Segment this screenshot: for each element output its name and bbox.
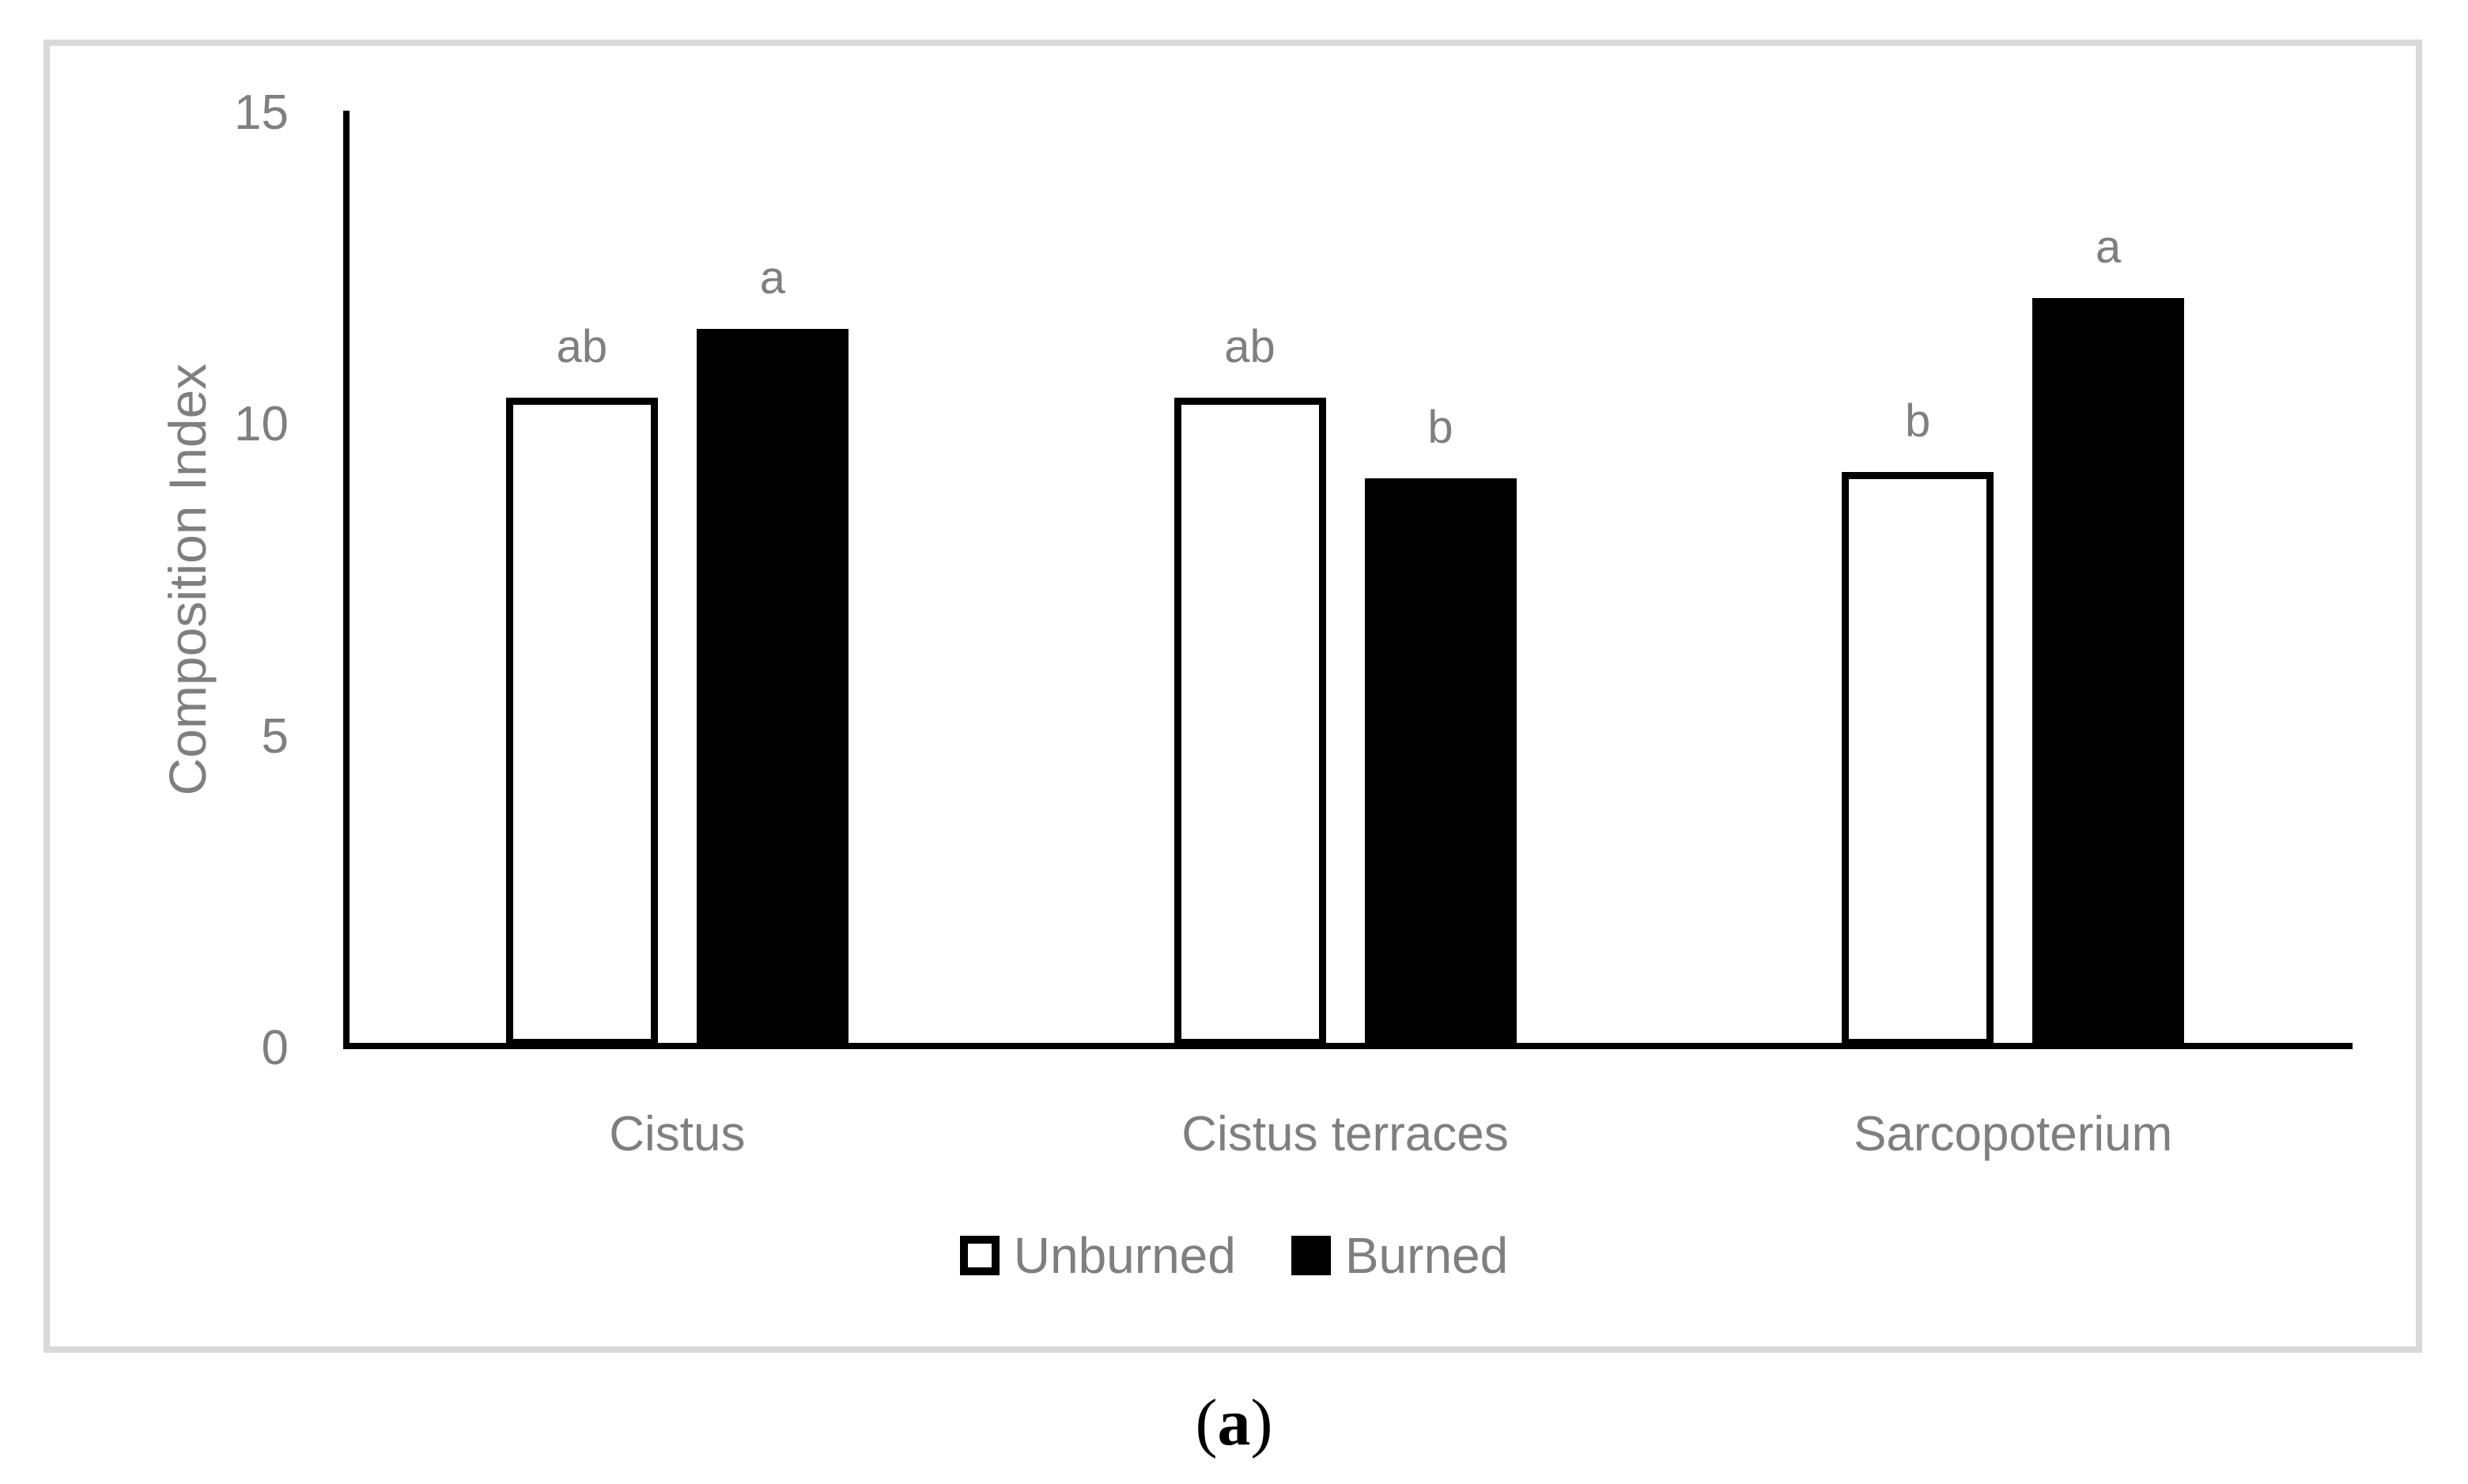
bar-unburned-sarcopoterium [1842, 472, 1994, 1046]
significance-letter-unburned-cistus-terraces: ab [1224, 320, 1276, 372]
y-tick-label: 15 [234, 85, 289, 140]
legend-label-unburned: Unburned [1013, 1227, 1236, 1284]
significance-letter-burned-cistus-terraces: b [1427, 402, 1453, 454]
y-axis-line [343, 111, 350, 1048]
unburned-swatch-icon [959, 1236, 1000, 1275]
x-category-label-cistus-terraces: Cistus terraces [1181, 1107, 1509, 1161]
caption-paren-open: ( [1195, 1386, 1218, 1459]
significance-letter-burned-sarcopoterium: a [2096, 221, 2122, 273]
significance-letter-unburned-cistus: ab [556, 320, 608, 372]
y-tick-label: 5 [261, 708, 289, 764]
figure-caption: (a) [0, 1380, 2468, 1467]
caption-paren-close: ) [1250, 1386, 1273, 1459]
chart-legend: Unburned Burned [0, 1227, 2468, 1284]
y-tick-label: 0 [261, 1021, 289, 1075]
burned-swatch-icon [1291, 1236, 1331, 1275]
bar-burned-cistus-terraces [1364, 478, 1517, 1046]
bar-unburned-cistus-terraces [1174, 397, 1326, 1046]
x-axis-line [343, 1043, 2353, 1049]
legend-item-burned: Burned [1291, 1230, 1508, 1281]
legend-item-unburned: Unburned [959, 1227, 1236, 1284]
x-category-label-sarcopoterium: Sarcopoterium [1854, 1107, 2173, 1161]
y-tick-label: 10 [234, 397, 289, 452]
bar-burned-sarcopoterium [2032, 297, 2185, 1046]
x-category-label-cistus: Cistus [609, 1107, 746, 1161]
y-axis-title: Composition Index [158, 363, 217, 796]
bar-unburned-cistus [505, 397, 658, 1046]
caption-letter: a [1217, 1386, 1251, 1459]
bar-burned-cistus [696, 329, 848, 1046]
legend-label-burned: Burned [1344, 1227, 1509, 1284]
significance-letter-unburned-sarcopoterium: b [1905, 395, 1931, 447]
significance-letter-burned-cistus: a [759, 252, 785, 304]
